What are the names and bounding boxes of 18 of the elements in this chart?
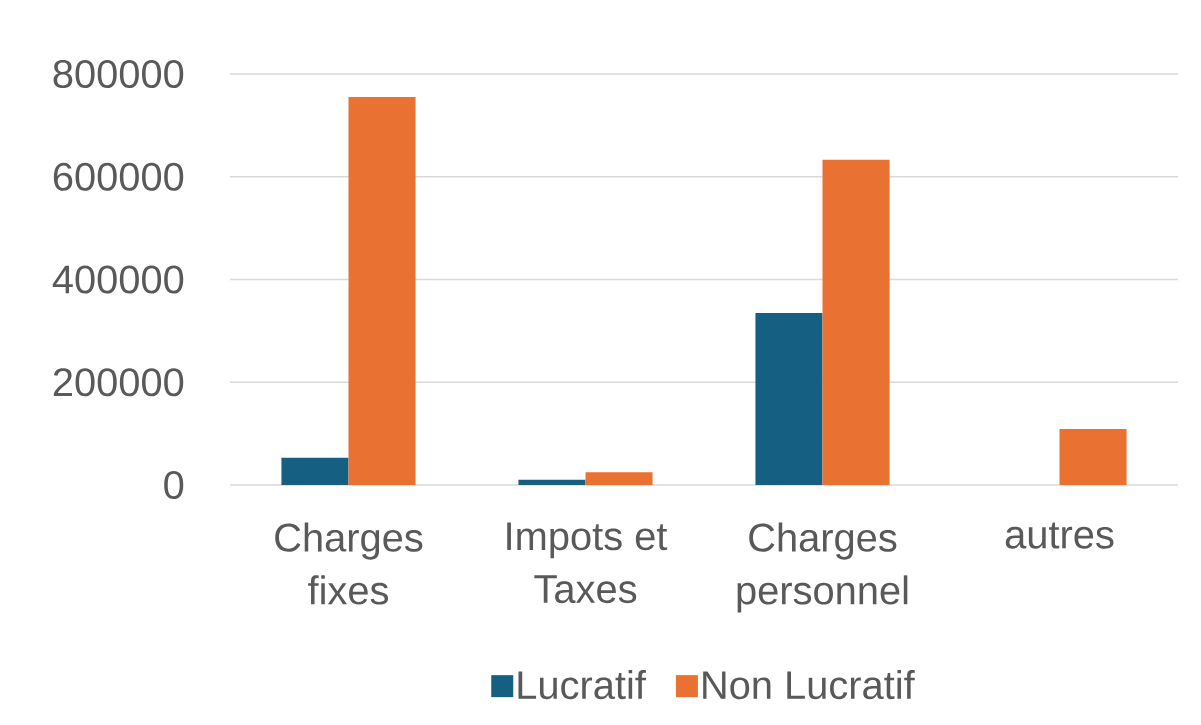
- x-tick-label: Charges fixes: [275, 522, 423, 605]
- bar: [822, 159, 890, 485]
- bar: [585, 472, 653, 485]
- bar: [518, 479, 586, 485]
- legend-label: Lucratif: [518, 669, 646, 700]
- x-tick-label: autres: [1005, 522, 1114, 549]
- y-tick-label: 0: [164, 470, 184, 500]
- x-tick-label: Charges personnel: [737, 522, 908, 613]
- bar: [1059, 429, 1127, 485]
- y-tick-label: 800000: [53, 59, 184, 89]
- y-tick-label: 600000: [53, 162, 184, 191]
- bar: [755, 312, 823, 485]
- legend-label: Non Lucratif: [703, 669, 915, 700]
- y-tick-label: 400000: [52, 265, 184, 294]
- x-tick-label: Impots et Taxes: [507, 522, 668, 604]
- y-tick-label: 200000: [53, 368, 184, 397]
- bar: [348, 97, 416, 485]
- bar: [281, 457, 349, 485]
